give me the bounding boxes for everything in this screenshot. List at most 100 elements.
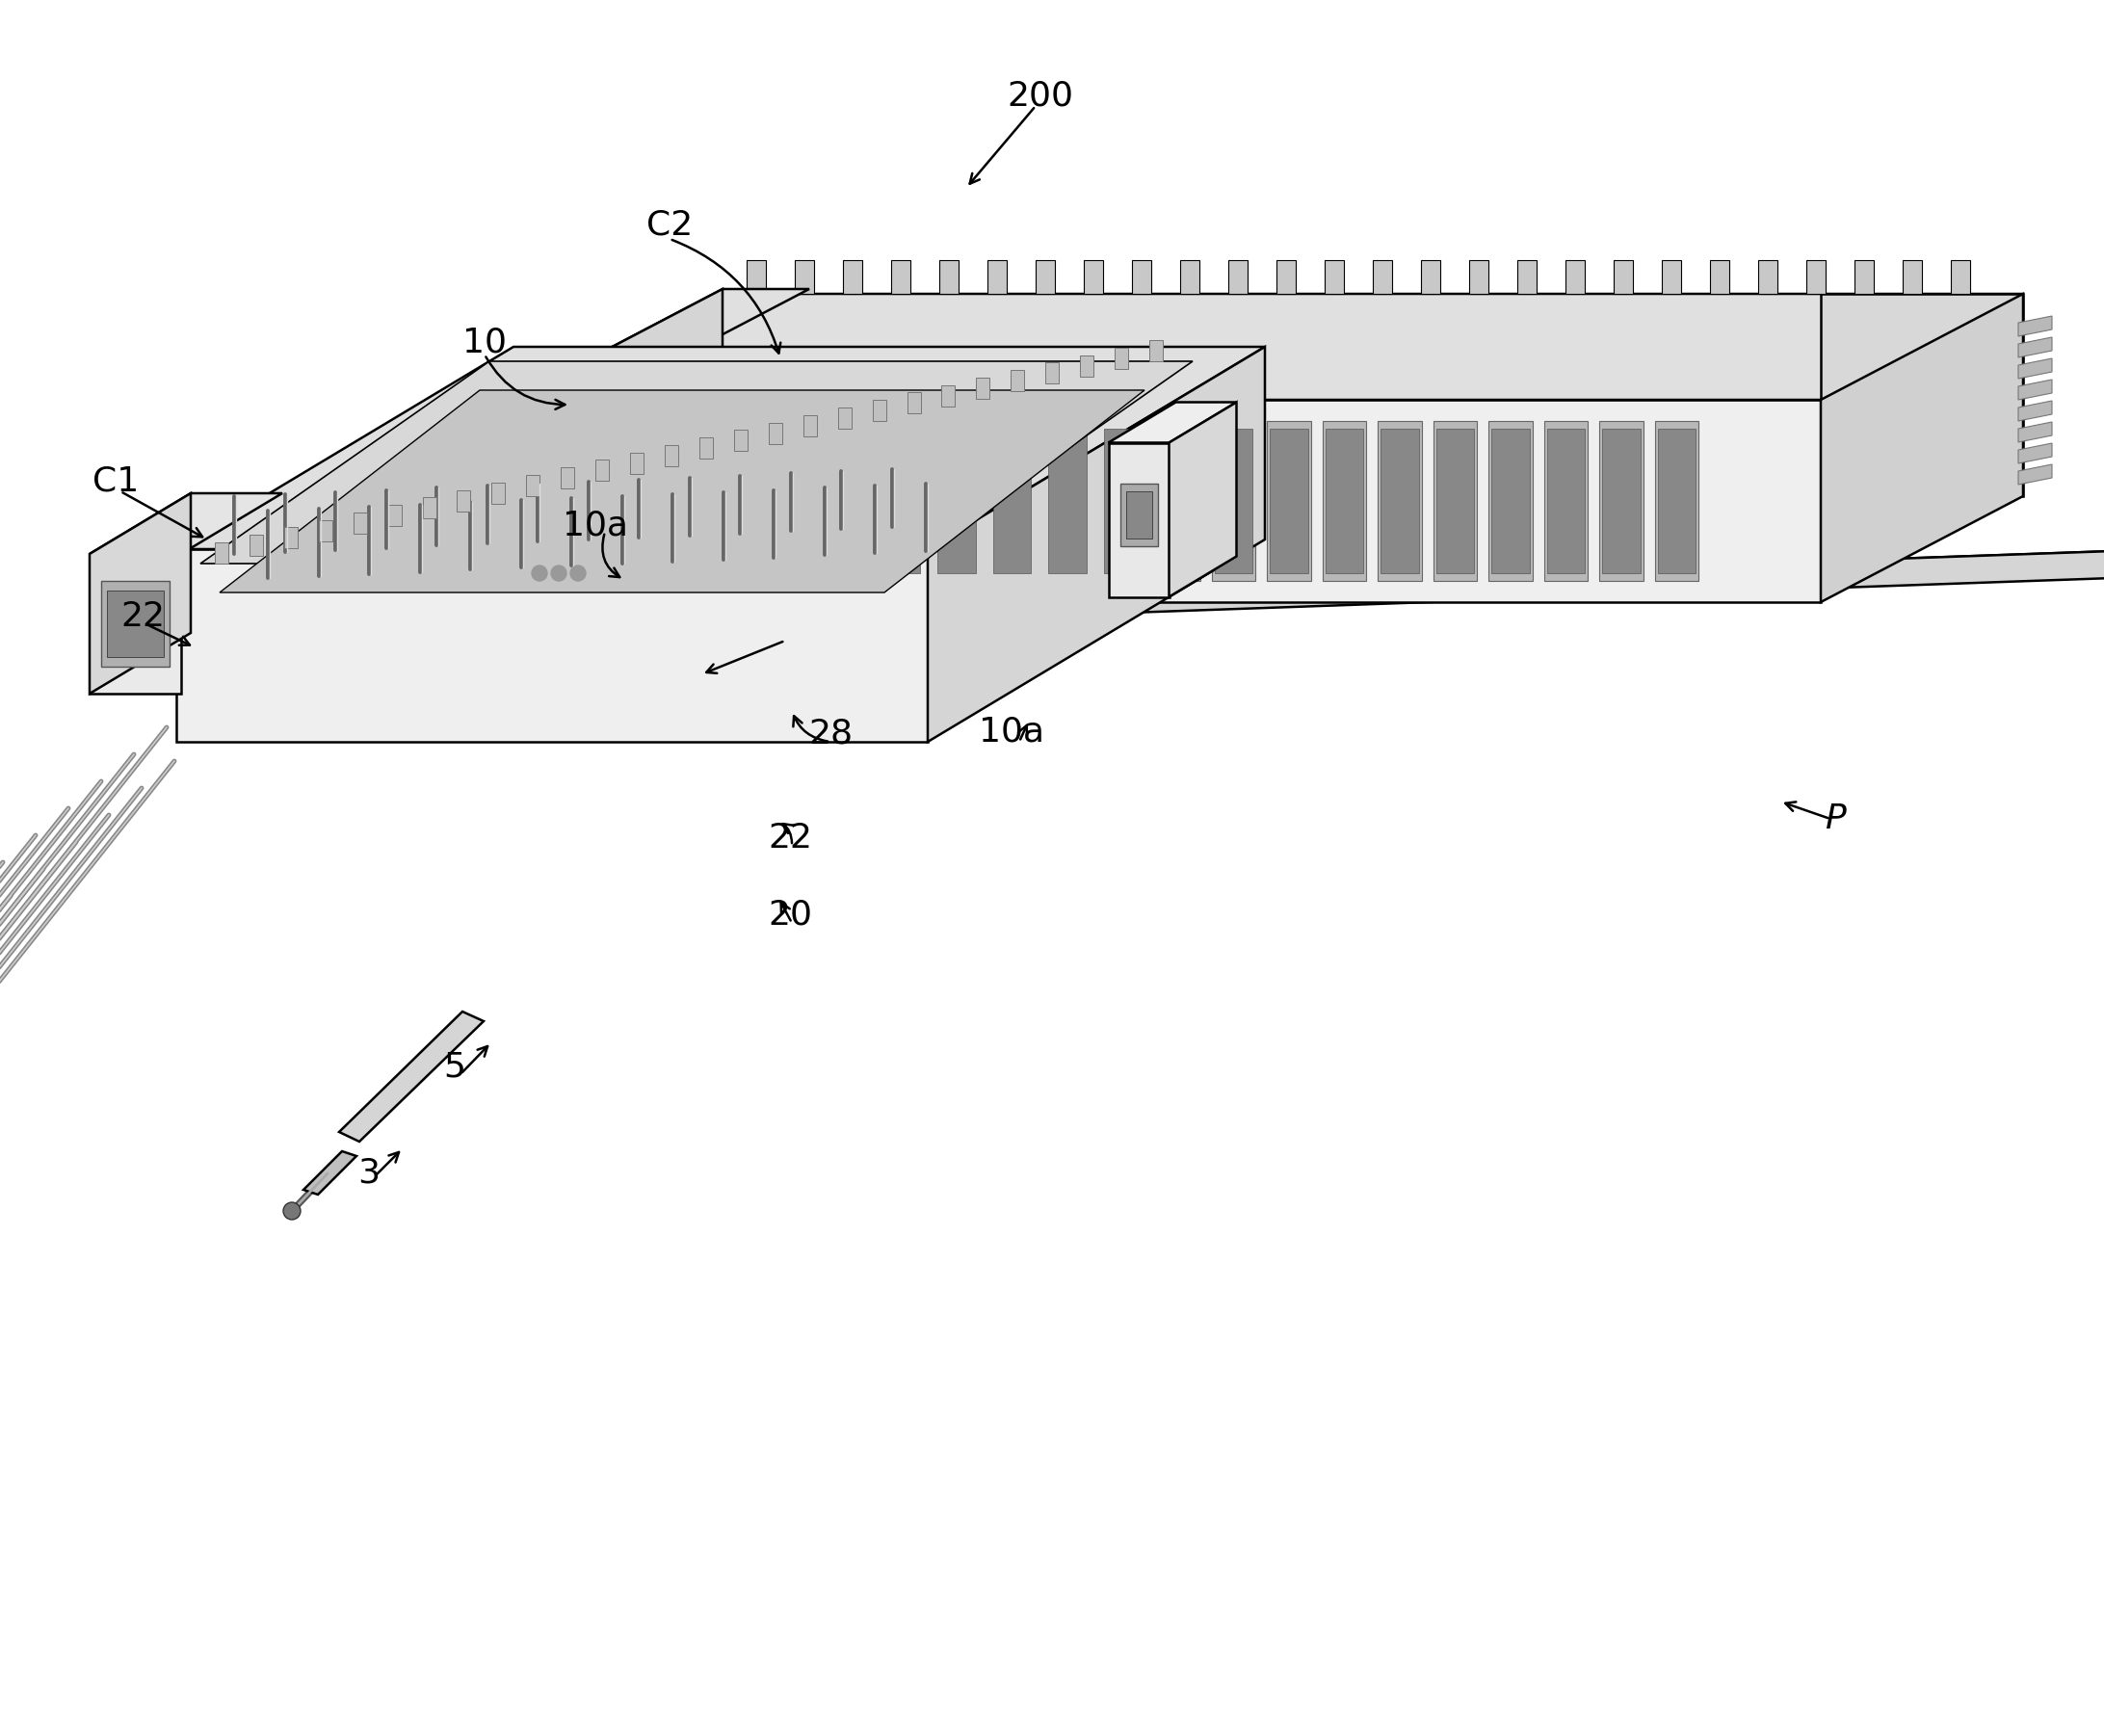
Polygon shape: [520, 399, 1820, 602]
Polygon shape: [339, 1012, 484, 1142]
Text: 10a: 10a: [562, 509, 629, 542]
Polygon shape: [1854, 260, 1875, 293]
Polygon shape: [827, 429, 865, 573]
Polygon shape: [1035, 260, 1054, 293]
Polygon shape: [795, 260, 814, 293]
Text: 20: 20: [768, 899, 812, 932]
Text: 5: 5: [444, 1050, 465, 1083]
Polygon shape: [200, 361, 1193, 564]
Polygon shape: [993, 429, 1031, 573]
Polygon shape: [1132, 260, 1151, 293]
Polygon shape: [747, 260, 766, 293]
Polygon shape: [303, 1151, 356, 1194]
Polygon shape: [768, 422, 812, 582]
Polygon shape: [1662, 260, 1681, 293]
Polygon shape: [928, 347, 1265, 741]
Polygon shape: [1326, 260, 1344, 293]
Polygon shape: [665, 549, 2104, 602]
Polygon shape: [699, 437, 713, 458]
Polygon shape: [1517, 260, 1536, 293]
Polygon shape: [734, 431, 747, 451]
Polygon shape: [1109, 403, 1237, 443]
Polygon shape: [1119, 483, 1157, 545]
Polygon shape: [1380, 429, 1418, 573]
Circle shape: [532, 566, 547, 582]
Polygon shape: [602, 422, 646, 582]
Polygon shape: [892, 260, 911, 293]
Text: 200: 200: [1008, 80, 1073, 113]
Polygon shape: [532, 510, 589, 564]
Text: 3: 3: [358, 1156, 381, 1189]
Polygon shape: [837, 408, 852, 429]
Text: C2: C2: [646, 208, 692, 241]
Polygon shape: [1126, 491, 1151, 538]
Polygon shape: [526, 476, 541, 496]
Polygon shape: [595, 460, 608, 481]
Text: 10a: 10a: [978, 715, 1044, 748]
Polygon shape: [943, 385, 955, 406]
Polygon shape: [1488, 422, 1532, 582]
Text: 10: 10: [463, 326, 507, 358]
Polygon shape: [823, 422, 867, 582]
Polygon shape: [1214, 429, 1252, 573]
Polygon shape: [804, 415, 816, 436]
Polygon shape: [631, 453, 644, 474]
Polygon shape: [873, 399, 886, 422]
Text: C1: C1: [93, 465, 139, 498]
Polygon shape: [1321, 422, 1365, 582]
Polygon shape: [353, 512, 366, 533]
Polygon shape: [1614, 260, 1633, 293]
Circle shape: [570, 566, 585, 582]
Polygon shape: [284, 528, 297, 549]
Polygon shape: [177, 549, 928, 741]
Polygon shape: [1601, 429, 1641, 573]
Polygon shape: [1544, 422, 1589, 582]
Polygon shape: [562, 467, 574, 488]
Polygon shape: [665, 549, 2104, 628]
Polygon shape: [1277, 260, 1296, 293]
Polygon shape: [1155, 422, 1199, 582]
Polygon shape: [1546, 429, 1584, 573]
Polygon shape: [1046, 363, 1058, 384]
Polygon shape: [1048, 429, 1086, 573]
Polygon shape: [1159, 429, 1197, 573]
Polygon shape: [520, 293, 2024, 399]
Polygon shape: [520, 396, 606, 608]
Polygon shape: [2018, 380, 2051, 399]
Polygon shape: [2018, 401, 2051, 422]
Polygon shape: [907, 392, 922, 413]
Polygon shape: [520, 288, 810, 396]
Polygon shape: [1010, 370, 1025, 391]
Polygon shape: [1435, 429, 1475, 573]
Polygon shape: [250, 535, 263, 556]
Polygon shape: [520, 288, 722, 608]
Polygon shape: [101, 582, 170, 667]
Polygon shape: [989, 422, 1033, 582]
Polygon shape: [90, 493, 191, 694]
Polygon shape: [2018, 316, 2051, 337]
Polygon shape: [1433, 422, 1477, 582]
Polygon shape: [1654, 422, 1698, 582]
Polygon shape: [1079, 356, 1094, 377]
Polygon shape: [492, 483, 505, 503]
Polygon shape: [1759, 260, 1778, 293]
Polygon shape: [215, 542, 229, 564]
Polygon shape: [1109, 443, 1170, 597]
Text: P: P: [1824, 802, 1845, 835]
Polygon shape: [90, 554, 181, 694]
Polygon shape: [1469, 260, 1488, 293]
Polygon shape: [768, 422, 783, 444]
Polygon shape: [1115, 347, 1128, 368]
Polygon shape: [976, 377, 989, 399]
Polygon shape: [1212, 422, 1256, 582]
Polygon shape: [1711, 260, 1729, 293]
Polygon shape: [1084, 260, 1102, 293]
Polygon shape: [1807, 260, 1826, 293]
Polygon shape: [1046, 422, 1090, 582]
Text: 22: 22: [768, 821, 812, 854]
Polygon shape: [1267, 422, 1311, 582]
Polygon shape: [1492, 429, 1530, 573]
Polygon shape: [318, 519, 332, 542]
Polygon shape: [665, 444, 677, 467]
Polygon shape: [1820, 293, 2024, 496]
